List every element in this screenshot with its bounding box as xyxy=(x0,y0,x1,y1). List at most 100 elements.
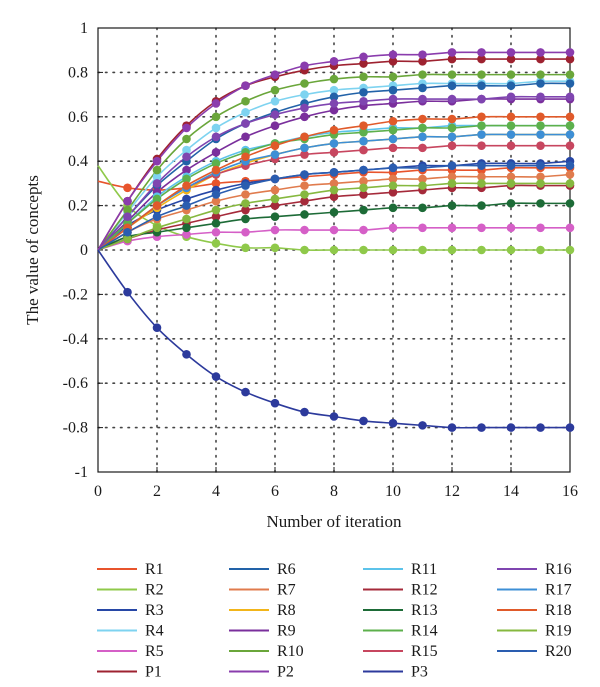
data-point-p3 xyxy=(418,421,427,430)
data-point-r7 xyxy=(329,179,339,188)
x-tick-label: 2 xyxy=(153,483,161,500)
data-point-r13 xyxy=(565,199,575,208)
data-point-p1 xyxy=(359,59,368,68)
data-point-r18 xyxy=(447,114,457,124)
data-point-r13 xyxy=(329,207,339,217)
data-point-r5 xyxy=(211,227,221,237)
data-point-p3 xyxy=(359,416,368,426)
y-tick-label: -0.8 xyxy=(63,420,88,437)
data-point-p2 xyxy=(359,52,368,62)
data-point-r19 xyxy=(211,205,221,215)
data-point-r4 xyxy=(300,90,309,99)
legend-label-r19: R19 xyxy=(545,623,572,640)
data-point-r16 xyxy=(123,212,132,221)
data-point-r19 xyxy=(565,179,575,188)
data-point-p3 xyxy=(536,423,545,432)
data-point-r10 xyxy=(152,165,162,175)
x-tick-label: 14 xyxy=(503,483,519,500)
data-point-r14 xyxy=(447,123,457,133)
data-point-p2 xyxy=(477,48,486,57)
data-point-r20 xyxy=(152,212,162,221)
data-point-r14 xyxy=(182,174,191,184)
y-tick-label: -1 xyxy=(75,464,88,481)
data-point-r18 xyxy=(536,112,545,122)
data-point-r6 xyxy=(477,81,486,91)
data-point-r6 xyxy=(418,83,427,93)
data-point-p1 xyxy=(506,54,516,64)
data-point-r15 xyxy=(565,141,575,150)
data-point-r7 xyxy=(536,172,545,182)
data-point-r13 xyxy=(447,201,457,210)
data-point-r19 xyxy=(123,234,132,244)
data-point-r10 xyxy=(123,205,132,215)
data-point-r10 xyxy=(536,70,545,79)
data-point-r6 xyxy=(536,79,545,88)
data-point-p1 xyxy=(477,54,486,64)
data-point-r17 xyxy=(506,130,516,139)
data-point-r17 xyxy=(300,143,309,153)
data-point-p3 xyxy=(477,423,486,432)
data-point-p3 xyxy=(388,418,398,428)
data-point-p2 xyxy=(182,123,191,133)
data-point-r13 xyxy=(211,219,221,228)
y-tick-label: 0.8 xyxy=(68,64,88,81)
data-point-r18 xyxy=(211,165,221,175)
data-point-r14 xyxy=(388,125,398,135)
data-point-r19 xyxy=(182,214,191,224)
legend-label-p3: P3 xyxy=(411,664,428,681)
data-point-r17 xyxy=(270,150,280,159)
data-point-r9 xyxy=(211,148,221,157)
data-point-r19 xyxy=(359,183,368,193)
data-point-r6 xyxy=(329,92,339,102)
data-point-r19 xyxy=(506,179,516,188)
data-point-r5 xyxy=(241,227,250,237)
data-point-p2 xyxy=(123,196,132,206)
y-tick-label: 0 xyxy=(80,242,88,259)
data-point-r10 xyxy=(270,85,280,95)
data-point-r7 xyxy=(359,176,368,186)
data-point-r12 xyxy=(270,201,280,210)
x-tick-label: 8 xyxy=(330,483,338,500)
data-point-r17 xyxy=(477,130,486,139)
data-point-r7 xyxy=(270,185,280,195)
data-point-r16 xyxy=(270,110,280,119)
data-point-p1 xyxy=(388,57,398,66)
data-point-r19 xyxy=(152,223,162,233)
data-point-r19 xyxy=(300,190,309,199)
data-point-r15 xyxy=(418,143,427,153)
data-point-p3 xyxy=(270,398,280,408)
data-point-p3 xyxy=(565,423,575,432)
data-point-r2 xyxy=(536,245,545,255)
data-point-r16 xyxy=(447,94,457,104)
data-point-r20 xyxy=(300,170,309,179)
legend-label-r20: R20 xyxy=(545,643,572,660)
data-point-r10 xyxy=(447,70,457,79)
data-point-r10 xyxy=(300,79,309,88)
data-point-r17 xyxy=(359,136,368,146)
data-point-p3 xyxy=(123,287,132,297)
data-point-r10 xyxy=(565,70,575,79)
data-point-r9 xyxy=(300,112,309,122)
data-point-r6 xyxy=(565,79,575,88)
data-point-r19 xyxy=(477,179,486,188)
legend-label-r10: R10 xyxy=(277,643,304,660)
data-point-r2 xyxy=(418,245,427,255)
data-point-r16 xyxy=(418,94,427,104)
data-point-r14 xyxy=(418,123,427,133)
data-point-r7 xyxy=(477,172,486,182)
legend-label-p2: P2 xyxy=(277,664,294,681)
data-point-p2 xyxy=(270,70,280,79)
data-point-r16 xyxy=(536,92,545,102)
data-point-r6 xyxy=(359,88,368,97)
data-point-p2 xyxy=(241,81,250,91)
data-point-r9 xyxy=(270,121,280,130)
data-point-r13 xyxy=(477,201,486,210)
data-point-r20 xyxy=(182,201,191,210)
data-point-r5 xyxy=(359,225,368,235)
data-point-r1 xyxy=(211,179,221,188)
legend-label-r4: R4 xyxy=(145,623,164,640)
data-point-r19 xyxy=(418,181,427,190)
data-point-r7 xyxy=(506,172,516,182)
data-point-r14 xyxy=(565,121,575,130)
data-point-r2 xyxy=(329,245,339,255)
